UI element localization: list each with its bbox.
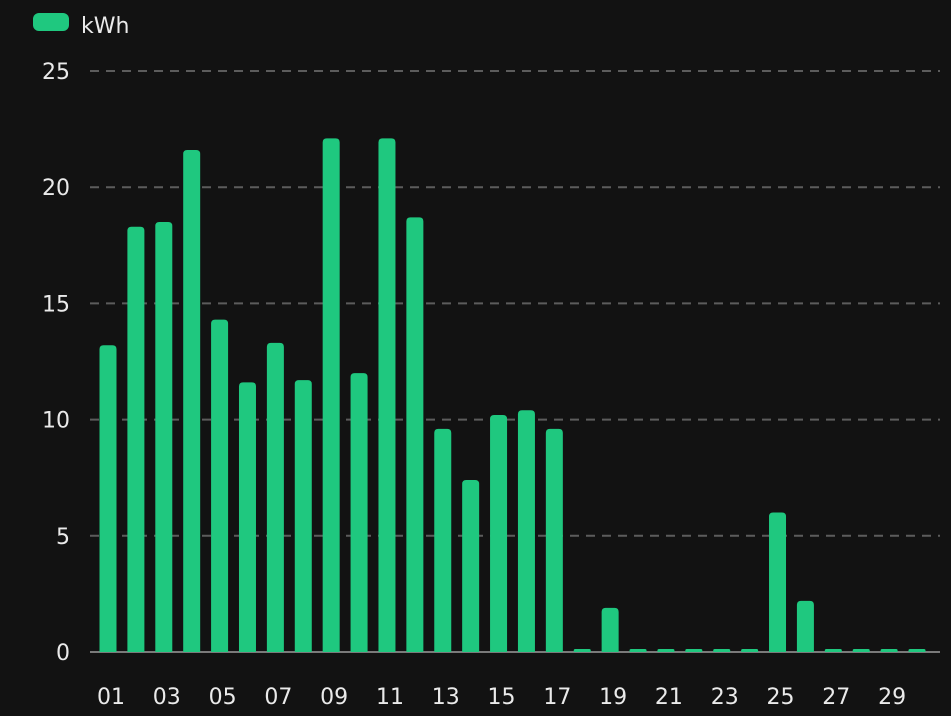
bar[interactable] [545,428,563,652]
x-tick-label: 19 [599,685,627,710]
bar[interactable] [796,600,814,652]
bar[interactable] [378,138,396,652]
y-tick-label: 15 [42,292,70,317]
bar[interactable] [713,649,731,652]
x-tick-label: 09 [320,685,348,710]
x-tick-label: 17 [543,685,571,710]
bar[interactable] [629,649,647,652]
x-tick-label: 27 [822,685,850,710]
bar[interactable] [127,226,145,652]
legend-swatch [33,13,69,31]
bar[interactable] [238,382,256,652]
y-tick-label: 5 [56,525,70,550]
bar[interactable] [685,649,703,652]
bar[interactable] [490,414,508,652]
bar[interactable] [350,373,368,652]
y-axis: 0 5 10 15 20 25 [42,60,70,666]
x-tick-label: 05 [209,685,237,710]
bar[interactable] [183,150,201,653]
bar[interactable] [601,607,619,652]
y-tick-label: 25 [42,60,70,85]
x-tick-label: 01 [97,685,125,710]
x-tick-label: 03 [153,685,181,710]
bar[interactable] [462,480,480,652]
bar[interactable] [769,512,787,652]
bar[interactable] [266,342,284,652]
x-tick-label: 11 [376,685,404,710]
y-tick-label: 0 [56,641,70,666]
bar[interactable] [322,138,340,652]
y-tick-label: 10 [42,409,70,434]
y-tick-label: 20 [42,176,70,201]
bar[interactable] [211,319,229,652]
bar[interactable] [908,649,926,652]
bar[interactable] [573,649,591,652]
x-tick-label: 15 [488,685,516,710]
bar[interactable] [99,345,117,652]
bar[interactable] [880,649,898,652]
x-tick-label: 29 [878,685,906,710]
bar[interactable] [657,649,675,652]
x-tick-label: 07 [264,685,292,710]
bar[interactable] [294,380,312,652]
bar[interactable] [824,649,842,652]
bar[interactable] [852,649,870,652]
bar[interactable] [406,217,424,653]
legend[interactable]: kWh [33,13,129,39]
x-tick-label: 25 [767,685,795,710]
bar[interactable] [155,222,173,652]
bar[interactable] [434,428,452,652]
bars [99,138,926,653]
x-tick-label: 21 [655,685,683,710]
legend-label: kWh [81,14,129,39]
bar[interactable] [517,410,535,652]
x-axis: 01 03 05 07 09 11 13 15 17 19 21 23 25 27 29 [97,685,906,710]
bar[interactable] [741,649,759,652]
x-tick-label: 13 [432,685,460,710]
x-tick-label: 23 [711,685,739,710]
